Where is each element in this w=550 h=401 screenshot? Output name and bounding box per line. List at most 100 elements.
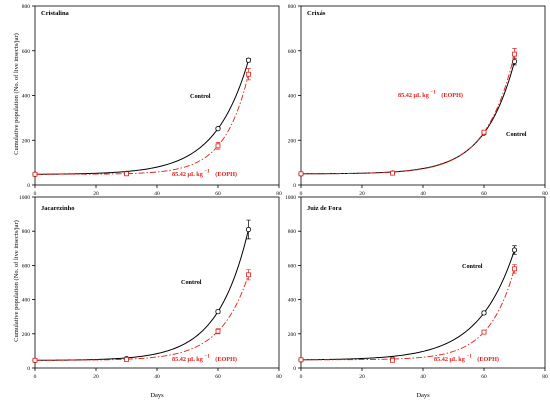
plot-frame xyxy=(34,196,280,369)
eoph-label: 85.42 μL kg −1 (EOPH) xyxy=(434,353,499,364)
control-label: Control xyxy=(506,131,527,138)
eoph-value: 85.42 μL kg xyxy=(172,356,204,363)
eoph-tag: (EOPH) xyxy=(215,356,237,363)
y-tick-label: 400 xyxy=(22,94,31,100)
panel-cristalina: Cristalina Control 85.42 μL kg −1 (EOPH)… xyxy=(22,4,282,197)
y-tick-label: 600 xyxy=(22,263,31,269)
y-tick-label: 800 xyxy=(288,229,297,235)
eoph-point xyxy=(298,171,304,177)
y-tick-label: 600 xyxy=(288,263,297,269)
eoph-exponent: −1 xyxy=(466,355,472,360)
y-tick-label: 400 xyxy=(288,94,297,100)
x-axis-title-left: Days xyxy=(150,392,164,399)
panel-title: Crixás xyxy=(307,10,326,17)
eoph-line xyxy=(34,274,249,361)
y-tick-label: 600 xyxy=(22,49,31,55)
panel-title: Jacarezinho xyxy=(41,205,74,212)
y-tick-label: 800 xyxy=(22,229,31,235)
y-tick-label: 0 xyxy=(27,183,30,189)
eoph-point xyxy=(124,357,129,362)
x-tick-label: 40 xyxy=(420,374,426,380)
eoph-point xyxy=(481,129,487,135)
y-tick-label: 1000 xyxy=(285,195,296,201)
control-label: Control xyxy=(190,93,211,100)
control-label: Control xyxy=(181,279,202,286)
eoph-point xyxy=(481,329,487,335)
x-tick-label: 20 xyxy=(359,374,365,380)
x-tick-label: 20 xyxy=(93,374,99,380)
y-tick-label: 800 xyxy=(22,4,31,10)
x-tick-label: 60 xyxy=(481,374,487,380)
control-point xyxy=(215,308,221,315)
x-axis-title-right: Days xyxy=(416,392,430,399)
x-tick-label: 80 xyxy=(542,374,548,380)
eoph-point xyxy=(215,143,221,149)
y-tick-label: 200 xyxy=(22,332,31,338)
eoph-tag: (EOPH) xyxy=(215,171,237,178)
eoph-label: 85.42 μL kg −1 (EOPH) xyxy=(172,353,237,364)
panel-jacarezinho: Jacarezinho Control 85.42 μL kg −1 (EOPH… xyxy=(19,195,282,380)
eoph-tag: (EOPH) xyxy=(477,356,499,363)
y-tick-label: 0 xyxy=(293,366,296,372)
y-tick-label: 400 xyxy=(288,298,297,304)
y-tick-label: 0 xyxy=(293,183,296,189)
eoph-point xyxy=(390,170,395,176)
eoph-exponent: −1 xyxy=(430,91,436,96)
panel-crixas: Crixás Control 85.42 μL kg −1 (EOPH) 0 20… xyxy=(288,4,548,197)
eoph-point xyxy=(124,171,129,177)
control-line xyxy=(34,229,249,361)
eoph-value: 85.42 μL kg xyxy=(434,356,466,363)
panel-title: Cristalina xyxy=(41,10,70,17)
x-tick-label: 40 xyxy=(420,191,426,197)
control-point xyxy=(511,247,518,253)
y-axis-title-bottom: Cumulative population (No. of live insec… xyxy=(13,220,20,342)
eoph-point xyxy=(298,357,304,363)
x-tick-label: 0 xyxy=(300,191,303,197)
eoph-line xyxy=(301,54,515,175)
y-tick-label: 200 xyxy=(288,138,297,144)
x-tick-label: 60 xyxy=(215,374,221,380)
y-tick-label: 400 xyxy=(22,298,31,304)
eoph-point xyxy=(512,51,517,57)
eoph-line xyxy=(35,74,249,175)
control-line xyxy=(301,61,515,175)
x-tick-label: 20 xyxy=(359,191,365,197)
control-point xyxy=(245,57,252,63)
x-tick-label: 60 xyxy=(481,191,487,197)
x-tick-label: 40 xyxy=(154,374,160,380)
x-tick-label: 0 xyxy=(300,374,303,380)
eoph-point xyxy=(246,272,251,278)
x-tick-label: 0 xyxy=(34,191,37,197)
eoph-exponent: −1 xyxy=(204,355,210,360)
y-tick-label: 200 xyxy=(22,138,31,144)
panel-title: Juiz de Fora xyxy=(307,205,342,212)
y-axis-title-top: Cumulative population (No. of live insec… xyxy=(13,33,20,155)
eoph-value: 85.42 μL kg xyxy=(398,92,430,99)
control-point xyxy=(215,126,221,132)
control-point xyxy=(245,226,252,233)
eoph-label: 85.42 μL kg −1 (EOPH) xyxy=(398,89,463,100)
y-tick-label: 1000 xyxy=(19,195,30,201)
eoph-exponent: −1 xyxy=(204,170,210,175)
eoph-point xyxy=(32,171,38,177)
eoph-label: 85.42 μL kg −1 (EOPH) xyxy=(172,168,237,179)
x-tick-label: 60 xyxy=(215,191,221,197)
eoph-point xyxy=(246,71,251,77)
panel-juiz-de-fora: Juiz de Fora Control 85.42 μL kg −1 (EOP… xyxy=(285,195,548,380)
eoph-tag: (EOPH) xyxy=(441,92,463,99)
plot-frame xyxy=(300,196,546,369)
x-tick-label: 80 xyxy=(542,191,548,197)
y-tick-label: 600 xyxy=(288,49,297,55)
control-point xyxy=(481,310,487,316)
y-tick-label: 0 xyxy=(27,366,30,372)
eoph-point xyxy=(32,357,38,363)
x-tick-label: 80 xyxy=(276,374,282,380)
eoph-point xyxy=(512,266,517,272)
eoph-point xyxy=(390,357,395,363)
control-line xyxy=(34,60,249,175)
y-tick-label: 800 xyxy=(288,4,297,10)
y-tick-label: 200 xyxy=(288,332,297,338)
x-tick-label: 40 xyxy=(154,191,160,197)
x-tick-label: 20 xyxy=(93,191,99,197)
